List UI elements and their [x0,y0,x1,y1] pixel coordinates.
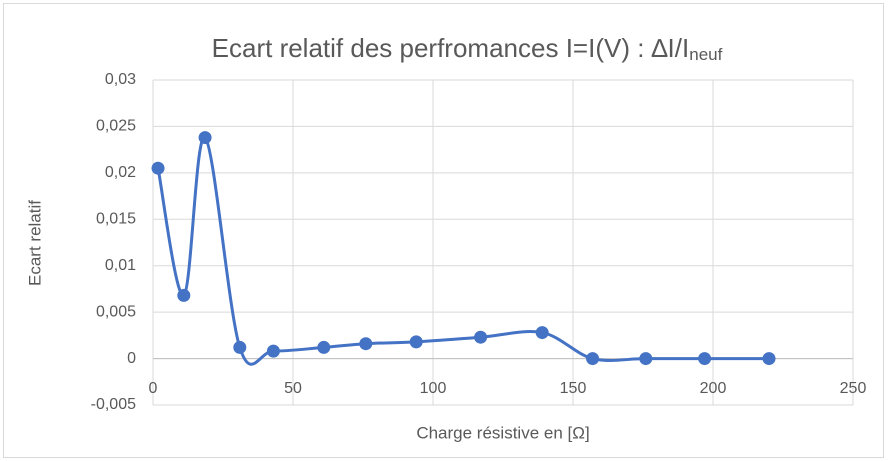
x-axis-title: Charge résistive en [Ω] [416,423,589,442]
title-main: Ecart relatif des perfromances I=I(V) : … [212,33,690,63]
y-tick-label: 0,01 [105,257,136,274]
chart-border [3,3,884,458]
x-tick-label: 100 [420,380,447,397]
y-axis-title: Ecart relatif [25,200,44,286]
y-tick-label: 0,015 [96,211,136,228]
data-point [151,161,165,175]
series-line [156,136,769,366]
data-point [762,352,776,366]
x-tick-label: 50 [284,380,302,397]
data-point [639,352,653,366]
x-tick-label: 0 [149,380,158,397]
y-tick-label: 0,005 [96,303,136,320]
y-tick-label: -0,005 [91,396,136,413]
data-point [535,326,549,340]
title-subscript: neuf [689,45,722,64]
x-tick-label: 150 [560,380,587,397]
y-tick-label: 0,03 [105,71,136,88]
y-tick-label: 0,02 [105,164,136,181]
x-tick-label: 200 [700,380,727,397]
y-tick-label: 0,025 [96,118,136,135]
data-point [266,344,280,358]
chart-title: Ecart relatif des perfromances I=I(V) : … [212,33,723,65]
data-point [698,352,712,366]
data-point [198,131,212,145]
data-point [177,288,191,302]
data-point [317,340,331,354]
data-point [474,330,488,344]
y-tick-label: 0 [127,350,136,367]
x-tick-label: 250 [840,380,867,397]
data-point [409,335,423,349]
data-point [586,352,600,366]
data-point [359,337,373,351]
data-point [233,340,247,354]
